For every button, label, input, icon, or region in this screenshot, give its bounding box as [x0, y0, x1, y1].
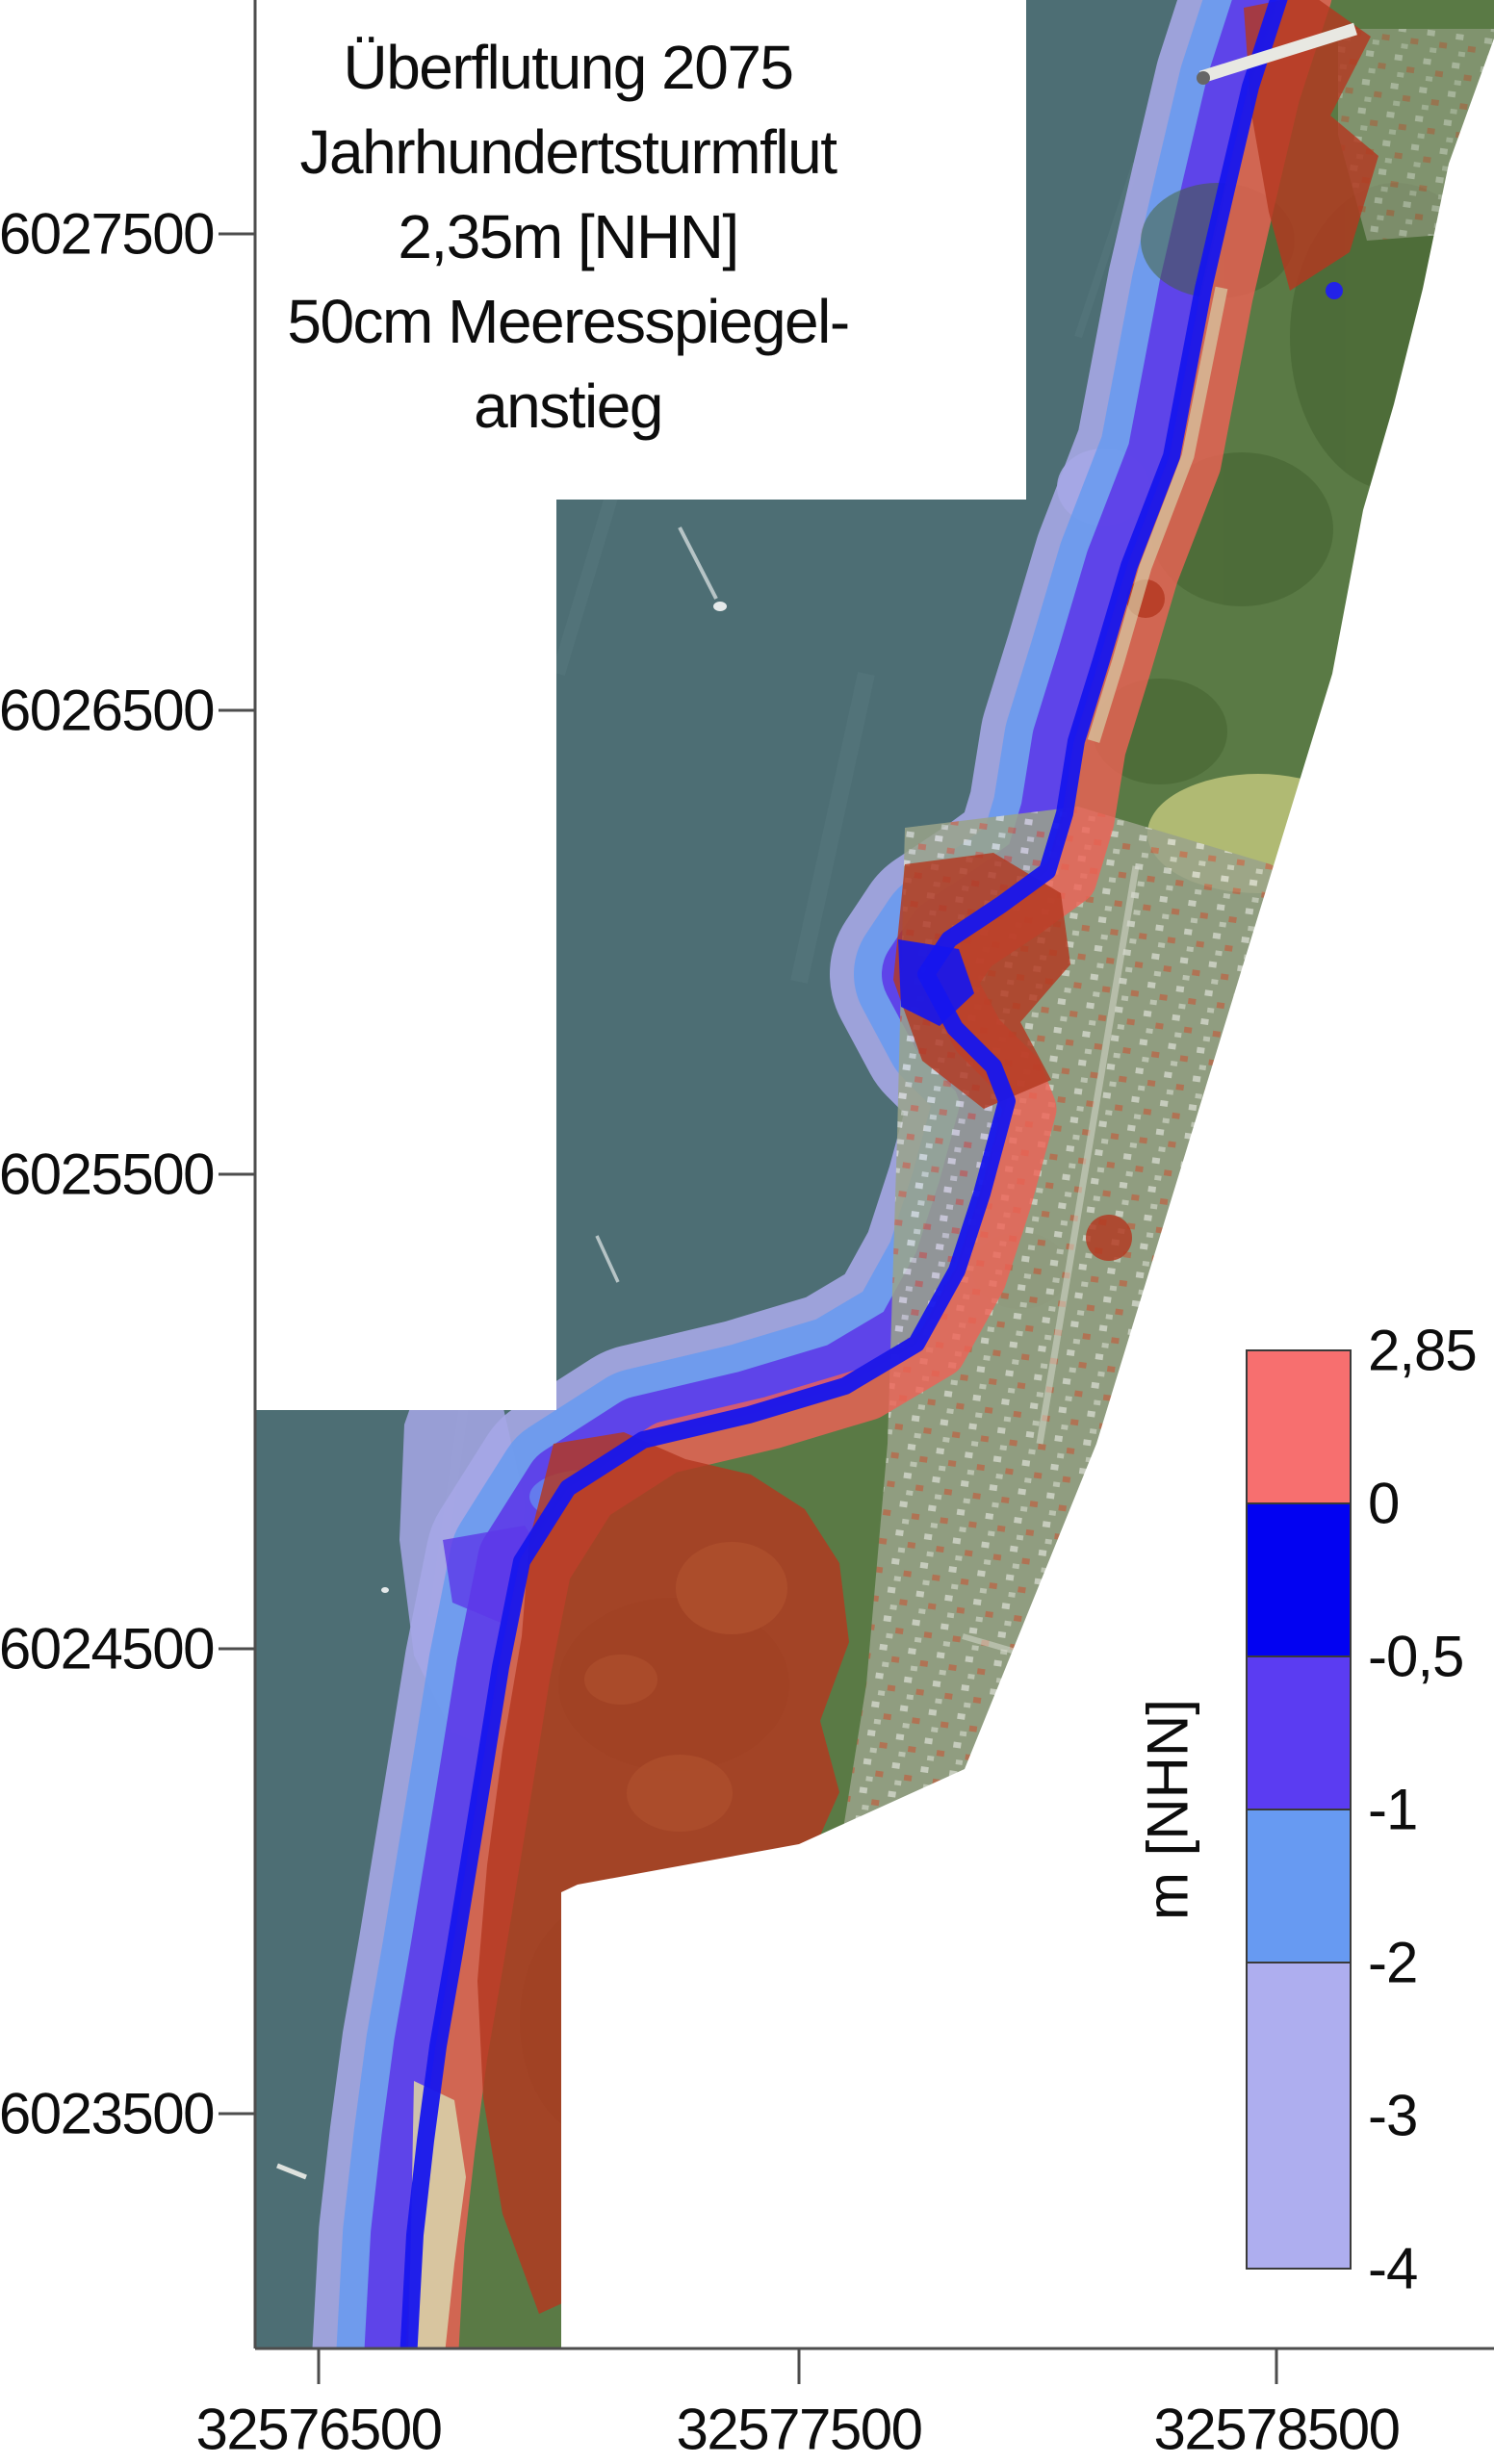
y-axis-ticks [219, 232, 255, 2116]
legend-colorbar-segment-purple [1246, 1656, 1352, 1810]
small-jetty [276, 2163, 307, 2180]
x-tick-label: 32577500 [677, 2398, 922, 2462]
y-tick-label: 6023500 [0, 2082, 214, 2146]
title-line-3: 2,35m [NHN] [398, 202, 737, 271]
title-line-2: Jahrhundertsturmflut [300, 117, 838, 187]
legend-tick-label: -1 [1368, 1778, 1417, 1842]
y-axis-labels: 6027500 6026500 6025500 6024500 6023500 [0, 202, 216, 2146]
pond-blue-dot [1326, 282, 1343, 299]
legend-tick-label: -0,5 [1368, 1625, 1463, 1689]
y-tick-label: 6027500 [0, 202, 214, 267]
title-line-5: anstieg [474, 372, 662, 441]
legend-tick-label: 0 [1368, 1472, 1399, 1536]
x-axis-labels: 32576500 32577500 32578500 [196, 2398, 1402, 2462]
y-tick-label: 6025500 [0, 1142, 214, 1207]
legend-colorbar-segment-red [1246, 1349, 1352, 1504]
legend-tick-label: -2 [1368, 1931, 1417, 1995]
legend-colorbar-segment-blue [1246, 1502, 1352, 1657]
axes [219, 0, 1494, 2384]
legend-colorbar-segment-lavender [1246, 1962, 1352, 2270]
title-line-4: 50cm Meeresspiegel- [287, 287, 848, 356]
legend-tick-labels: 2,85 0 -0,5 -1 -2 -3 -4 [1368, 1319, 1478, 2301]
legend-tick-label: -3 [1368, 2084, 1417, 2148]
pier [1197, 22, 1357, 85]
x-tick-label: 32578500 [1154, 2398, 1400, 2462]
legend-colorbar [1246, 1349, 1352, 2270]
legend-tick-label: -4 [1368, 2237, 1417, 2301]
legend-colorbar-segment-lightblue [1246, 1809, 1352, 1964]
legend-tick-label: 2,85 [1368, 1319, 1477, 1383]
legend: 2,85 0 -0,5 -1 -2 -3 -4 m [NHN] [1136, 1319, 1478, 2301]
beach-upper [1087, 286, 1228, 743]
title-line-1: Überflutung 2075 [343, 33, 792, 102]
x-axis-ticks [317, 2348, 1278, 2384]
map-title: Überflutung 2075 Jahrhundertsturmflut 2,… [287, 33, 850, 441]
x-tick-label: 32576500 [196, 2398, 442, 2462]
legend-axis-label: m [NHN] [1136, 1699, 1200, 1920]
y-tick-label: 6026500 [0, 679, 214, 743]
marina-basin [898, 939, 974, 1026]
y-tick-label: 6024500 [0, 1617, 214, 1681]
